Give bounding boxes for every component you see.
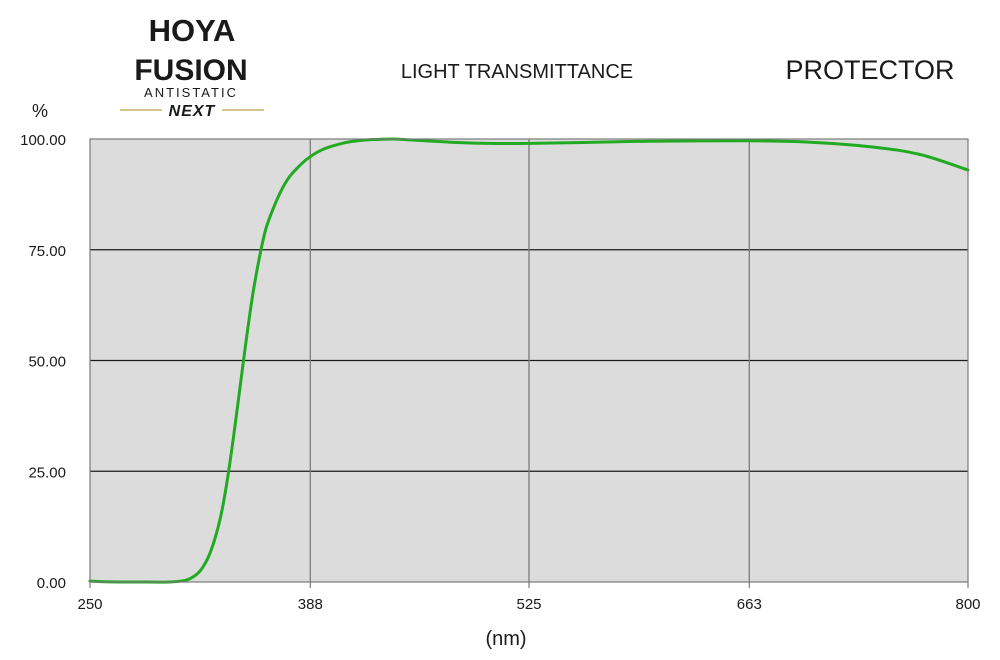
y-tick-label: 75.00 [28, 243, 66, 260]
y-tick-label: 100.00 [20, 132, 66, 149]
tick-labels: 0.00 25.00 50.00 75.00 100.00 250 388 525 663 800 [20, 132, 980, 613]
y-axis-label: % [32, 101, 48, 121]
x-tick-label: 663 [737, 596, 762, 613]
hoya-fusion-logo: HOYA FUSION ANTISTATIC NEXT [120, 13, 264, 120]
chart-title: LIGHT TRANSMITTANCE [401, 61, 633, 83]
product-label: PROTECTOR [785, 55, 954, 85]
x-axis-label: (nm) [485, 628, 526, 650]
y-tick-label: 0.00 [37, 575, 66, 592]
logo-line1: FUSION [134, 54, 247, 87]
x-tick-label: 250 [77, 596, 102, 613]
grid [90, 139, 968, 582]
logo-brand: HOYA [149, 13, 236, 48]
y-tick-label: 50.00 [28, 354, 66, 371]
x-tick-label: 388 [298, 596, 323, 613]
logo-line3: NEXT [169, 103, 216, 120]
transmittance-line [88, 137, 970, 584]
y-tick-label: 25.00 [28, 464, 66, 481]
x-tick-label: 525 [516, 596, 541, 613]
series-layer [88, 137, 970, 584]
logo-line2: ANTISTATIC [144, 85, 238, 100]
x-tick-label: 800 [955, 596, 980, 613]
